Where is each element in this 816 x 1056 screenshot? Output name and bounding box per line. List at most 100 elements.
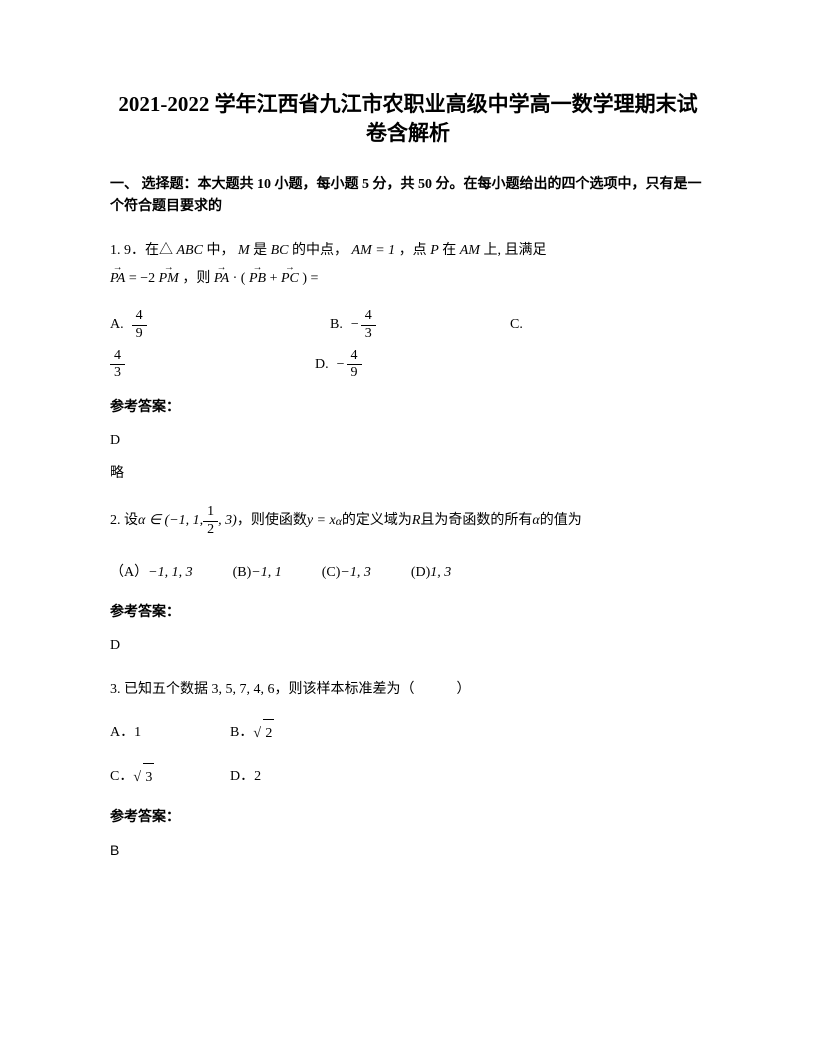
q2-answer-label: 参考答案： bbox=[110, 602, 706, 623]
q2-b-val: −1, 1 bbox=[251, 559, 281, 587]
q3-b-sqrt-wrap: 2 bbox=[263, 719, 274, 748]
q1-prefix: 1. 9．在△ bbox=[110, 243, 177, 258]
q3-option-a: A． 1 bbox=[110, 719, 230, 748]
q1-options-line2: 4 3 D. − 4 9 bbox=[110, 348, 706, 383]
q2-c-val: −1, 3 bbox=[340, 559, 370, 587]
q3-b-sqrt: 2 bbox=[263, 719, 274, 748]
q1-d-label: D. bbox=[315, 351, 329, 379]
q1-pa2-vec: PA bbox=[214, 265, 229, 293]
q1-pa-vec: PA bbox=[110, 265, 125, 293]
q2-mid3: 且为奇函数的所有 bbox=[420, 507, 532, 535]
q1-eq1-mid: = −2 bbox=[129, 271, 155, 286]
q2-set-left: α ∈ (−1, 1, bbox=[138, 507, 203, 535]
q1-mid6: 上, 且满足 bbox=[483, 243, 546, 258]
q2-mid1: ，则使函数 bbox=[237, 507, 307, 535]
q1-skip: 略 bbox=[110, 463, 706, 484]
q2-a-label: （A） bbox=[110, 559, 148, 587]
q1-answer: D bbox=[110, 430, 706, 451]
q1-abc: ABC bbox=[177, 237, 203, 265]
q2-option-d: (D) 1, 3 bbox=[411, 559, 451, 587]
q1-mid2: 是 bbox=[253, 243, 271, 258]
q3-d-val: 2 bbox=[254, 763, 261, 791]
question-2: 2. 设 α ∈ (−1, 1, 1 2 , 3) ，则使函数 y = xα 的… bbox=[110, 504, 706, 587]
q1-option-d: D. − 4 9 bbox=[315, 348, 362, 383]
q1-b-label: B. bbox=[330, 311, 343, 339]
q1-a-num: 4 bbox=[132, 308, 147, 326]
q3-c-sqrt-wrap: 3 bbox=[143, 763, 154, 792]
q2-set-frac-num: 1 bbox=[203, 504, 218, 522]
q3-answer-label: 参考答案： bbox=[110, 807, 706, 828]
q1-mid3: 的中点， bbox=[292, 243, 348, 258]
q2-prefix: 2. 设 bbox=[110, 507, 138, 535]
q1-pb-vec: PB bbox=[249, 265, 266, 293]
q2-option-b: (B) −1, 1 bbox=[233, 559, 282, 587]
q3-option-d: D． 2 bbox=[230, 763, 350, 792]
q1-answer-label: 参考答案： bbox=[110, 397, 706, 418]
q1-b-den: 3 bbox=[361, 326, 376, 343]
q2-d-val: 1, 3 bbox=[430, 559, 451, 587]
q3-options-row2: C． 3 D． 2 bbox=[110, 763, 706, 792]
q1-line2: PA = −2 PM ，则 PA · ( PB + PC ) = bbox=[110, 265, 706, 293]
q1-d-den: 9 bbox=[347, 365, 362, 382]
q1-end: ) = bbox=[302, 271, 318, 286]
q1-b-fraction: 4 3 bbox=[361, 308, 376, 343]
q2-d-label: (D) bbox=[411, 559, 430, 587]
q1-am1: AM = 1 bbox=[352, 237, 396, 265]
q1-a-label: A. bbox=[110, 311, 124, 339]
q3-a-val: 1 bbox=[134, 719, 141, 747]
q3-a-label: A． bbox=[110, 719, 134, 747]
q1-option-c-label: C. bbox=[510, 311, 531, 339]
q1-b-neg: − bbox=[351, 311, 359, 339]
q2-line1: 2. 设 α ∈ (−1, 1, 1 2 , 3) ，则使函数 y = xα 的… bbox=[110, 504, 706, 539]
q1-b-neg-fraction: − 4 3 bbox=[351, 308, 376, 343]
q1-mid1: 中， bbox=[206, 243, 238, 258]
q2-func-y: y = x bbox=[307, 507, 336, 535]
question-1: 1. 9．在△ ABC 中， M 是 BC 的中点， AM = 1 ，点 P 在… bbox=[110, 237, 706, 383]
q1-options-line1: A. 4 9 B. − 4 3 C. bbox=[110, 308, 706, 343]
page-title: 2021-2022 学年江西省九江市农职业高级中学高一数学理期末试卷含解析 bbox=[110, 90, 706, 149]
q2-set-frac-den: 2 bbox=[203, 522, 218, 539]
q1-m: M bbox=[238, 237, 250, 265]
q3-text: 3. 已知五个数据 3, 5, 7, 4, 6，则该样本标准差为（ ） bbox=[110, 676, 706, 704]
q1-d-fraction: 4 9 bbox=[347, 348, 362, 383]
q1-a-fraction: 4 9 bbox=[132, 308, 147, 343]
q1-d-num: 4 bbox=[347, 348, 362, 366]
q1-c-label: C. bbox=[510, 311, 523, 339]
q1-b-num: 4 bbox=[361, 308, 376, 326]
q2-r: R bbox=[412, 507, 421, 535]
q3-options-row1: A． 1 B． 2 bbox=[110, 719, 706, 748]
q2-options: （A） −1, 1, 3 (B) −1, 1 (C) −1, 3 (D) 1, … bbox=[110, 559, 706, 587]
q2-c-label: (C) bbox=[322, 559, 341, 587]
q1-line1: 1. 9．在△ ABC 中， M 是 BC 的中点， AM = 1 ，点 P 在… bbox=[110, 237, 706, 265]
q1-pc-vec: PC bbox=[281, 265, 299, 293]
q3-option-c: C． 3 bbox=[110, 763, 230, 792]
q1-line2-mid: ，则 bbox=[182, 271, 214, 286]
q3-option-b: B． 2 bbox=[230, 719, 350, 748]
q2-option-c: (C) −1, 3 bbox=[322, 559, 371, 587]
q2-alpha: α bbox=[532, 507, 539, 535]
q2-answer: D bbox=[110, 635, 706, 656]
q1-c-num: 4 bbox=[110, 348, 125, 366]
section-header: 一、 选择题：本大题共 10 小题，每小题 5 分，共 50 分。在每小题给出的… bbox=[110, 174, 706, 219]
q1-option-c-value: 4 3 bbox=[110, 348, 315, 383]
q1-c-den: 3 bbox=[110, 365, 125, 382]
q1-option-b: B. − 4 3 bbox=[330, 308, 510, 343]
q1-am: AM bbox=[460, 237, 480, 265]
q3-c-sqrt: 3 bbox=[143, 763, 154, 792]
q1-plus: + bbox=[270, 271, 281, 286]
q3-b-label: B． bbox=[230, 719, 253, 747]
q2-a-val: −1, 1, 3 bbox=[148, 559, 192, 587]
q3-d-label: D． bbox=[230, 763, 254, 791]
q1-d-neg: − bbox=[337, 351, 345, 379]
q1-option-a: A. 4 9 bbox=[110, 308, 330, 343]
q2-option-a: （A） −1, 1, 3 bbox=[110, 559, 193, 587]
q1-d-neg-fraction: − 4 9 bbox=[337, 348, 362, 383]
q1-mid5: 在 bbox=[442, 243, 460, 258]
q3-answer: B bbox=[110, 840, 706, 861]
q2-mid4: 的值为 bbox=[540, 507, 582, 535]
q1-c-fraction: 4 3 bbox=[110, 348, 125, 383]
q1-dot: · ( bbox=[233, 271, 246, 286]
q1-p: P bbox=[430, 237, 439, 265]
q1-mid4: ，点 bbox=[399, 243, 431, 258]
q1-a-den: 9 bbox=[132, 326, 147, 343]
